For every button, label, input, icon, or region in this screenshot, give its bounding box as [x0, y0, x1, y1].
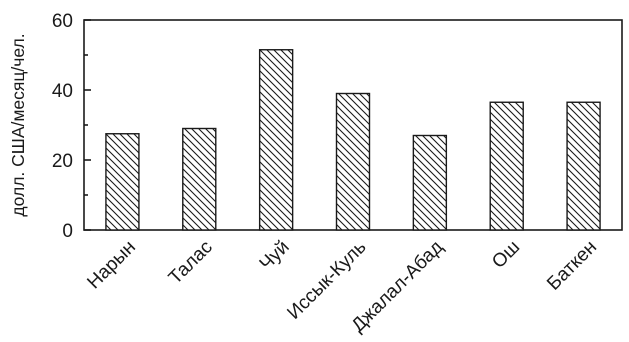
bar-1: [105, 133, 140, 231]
x-tick-label: Талас: [165, 237, 217, 289]
x-tick-label: Баткен: [543, 237, 601, 295]
x-tick-label: Нарын: [83, 237, 140, 294]
bar-5: [412, 134, 448, 231]
y-axis-label: долл. США/месяц/чел.: [8, 33, 28, 216]
bar-7: [566, 101, 601, 231]
y-tick-label: 20: [52, 151, 73, 172]
y-tick-label: 0: [62, 221, 73, 242]
bar-2: [182, 127, 217, 231]
x-tick-label: Ош: [488, 237, 524, 273]
y-tick-label: 40: [52, 81, 73, 102]
y-tick-label: 60: [52, 11, 73, 32]
x-tick-label: Чуй: [256, 237, 294, 275]
bar-4: [335, 92, 371, 231]
bar-6: [489, 101, 524, 231]
bar-3: [258, 49, 294, 231]
